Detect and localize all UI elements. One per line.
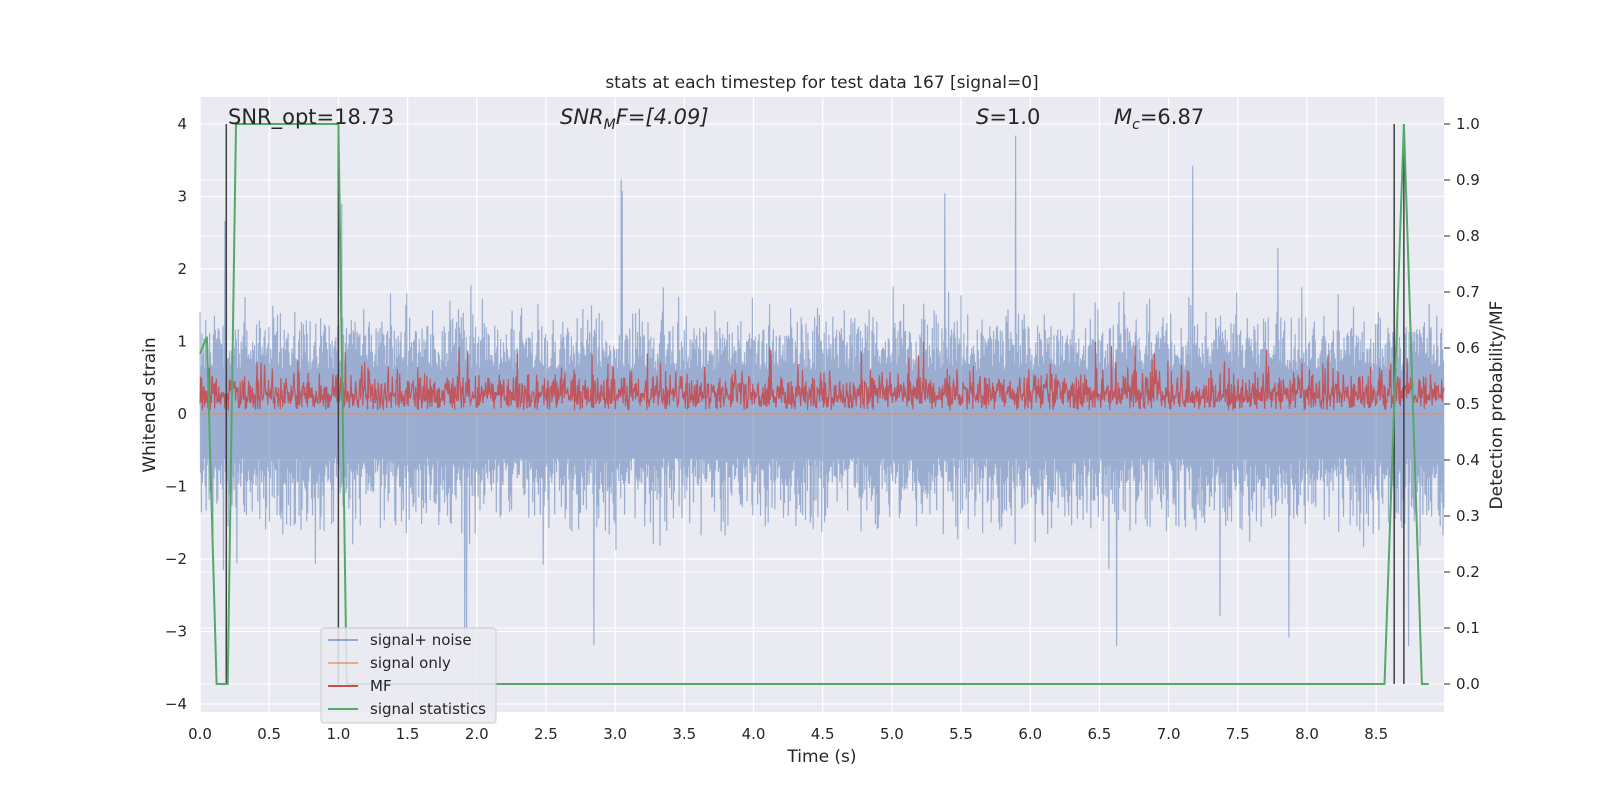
ticks: 0.0 0.5 1.0 1.5 2.0 2.5 3.0 3.5 4.0 4.5 5.0 5.5 6.0 6… bbox=[165, 115, 1480, 743]
y2-tick-label: 0.0 bbox=[1456, 675, 1480, 693]
y2-tick-label: 0.8 bbox=[1456, 227, 1480, 245]
series-mf-line bbox=[199, 341, 1445, 411]
y2-tick-label: 0.5 bbox=[1456, 395, 1480, 413]
s-rest: =1.0 bbox=[989, 105, 1040, 129]
x-tick-label: 1.0 bbox=[326, 725, 350, 743]
chart-title: stats at each timestep for test data 167… bbox=[605, 73, 1038, 93]
y-tick-label: 1 bbox=[177, 333, 187, 351]
annotation-mc: Mc=6.87 bbox=[1114, 105, 1204, 133]
x-tick-label: 6.0 bbox=[1018, 725, 1042, 743]
y2-tick-label: 0.4 bbox=[1456, 451, 1480, 469]
x-tick-label: 3.0 bbox=[603, 725, 627, 743]
mc-base: M bbox=[1114, 105, 1132, 129]
x-tick-label: 3.5 bbox=[672, 725, 696, 743]
x-tick-label: 8.0 bbox=[1295, 725, 1319, 743]
x-tick-label: 2.5 bbox=[534, 725, 558, 743]
x-tick-label: 7.5 bbox=[1226, 725, 1250, 743]
x-tick-label: 5.5 bbox=[949, 725, 973, 743]
annotation-snr-mf: SNRMF=[4.09] bbox=[560, 105, 709, 133]
y-tick-label: −1 bbox=[165, 478, 187, 496]
y2-tick-label: 0.7 bbox=[1456, 283, 1480, 301]
series-signal-statistics-line bbox=[199, 123, 1429, 685]
mc-rest: =6.87 bbox=[1140, 105, 1204, 129]
x-tick-label: 0.0 bbox=[188, 725, 212, 743]
y2-tick-label: 1.0 bbox=[1456, 115, 1480, 133]
x-tick-label: 8.5 bbox=[1364, 725, 1388, 743]
x-tick-label: 4.5 bbox=[811, 725, 835, 743]
x-axis-label: Time (s) bbox=[786, 747, 856, 767]
y-tick-label: 4 bbox=[177, 115, 187, 133]
mc-sub: c bbox=[1132, 117, 1140, 133]
y-axis-label: Whitened strain bbox=[140, 337, 160, 472]
x-tick-label: 7.0 bbox=[1157, 725, 1181, 743]
s-var: S bbox=[976, 105, 989, 129]
y2-tick-label: 0.2 bbox=[1456, 563, 1480, 581]
y-tick-label: −2 bbox=[165, 550, 187, 568]
x-tick-label: 2.0 bbox=[465, 725, 489, 743]
y2-tick-label: 0.9 bbox=[1456, 171, 1480, 189]
y2-axis-label: Detection probability/MF bbox=[1487, 301, 1507, 510]
y-tick-label: 3 bbox=[177, 188, 187, 206]
annotation-snr-opt: SNR_opt=18.73 bbox=[228, 105, 394, 130]
snr-mf-base: SNR bbox=[560, 105, 604, 129]
x-tick-label: 6.5 bbox=[1088, 725, 1112, 743]
x-tick-label: 5.0 bbox=[880, 725, 904, 743]
legend: signal+ noise signal only MF signal stat… bbox=[320, 627, 497, 724]
x-tick-label: 0.5 bbox=[257, 725, 281, 743]
legend-label-mf: MF bbox=[370, 677, 392, 695]
data-layer bbox=[199, 123, 1445, 685]
y-tick-label: −4 bbox=[165, 695, 187, 713]
legend-label-signal-statistics: signal statistics bbox=[370, 700, 486, 718]
y-tick-label: 0 bbox=[177, 405, 187, 423]
x-tick-label: 1.5 bbox=[396, 725, 420, 743]
y-tick-label: −3 bbox=[165, 623, 187, 641]
legend-label-signal-only: signal only bbox=[370, 654, 451, 672]
y2-tick-label: 0.3 bbox=[1456, 507, 1480, 525]
legend-box bbox=[320, 627, 497, 724]
annotation-s: S=1.0 bbox=[976, 105, 1040, 129]
snr-mf-rest: F=[4.09] bbox=[616, 105, 709, 129]
y-tick-label: 2 bbox=[177, 260, 187, 278]
series-signal-noise-line bbox=[199, 135, 1445, 647]
legend-label-signal-noise: signal+ noise bbox=[370, 631, 472, 649]
y2-tick-label: 0.1 bbox=[1456, 619, 1480, 637]
snr-mf-sub: M bbox=[604, 117, 616, 133]
y2-tick-label: 0.6 bbox=[1456, 339, 1480, 357]
x-tick-label: 4.0 bbox=[742, 725, 766, 743]
